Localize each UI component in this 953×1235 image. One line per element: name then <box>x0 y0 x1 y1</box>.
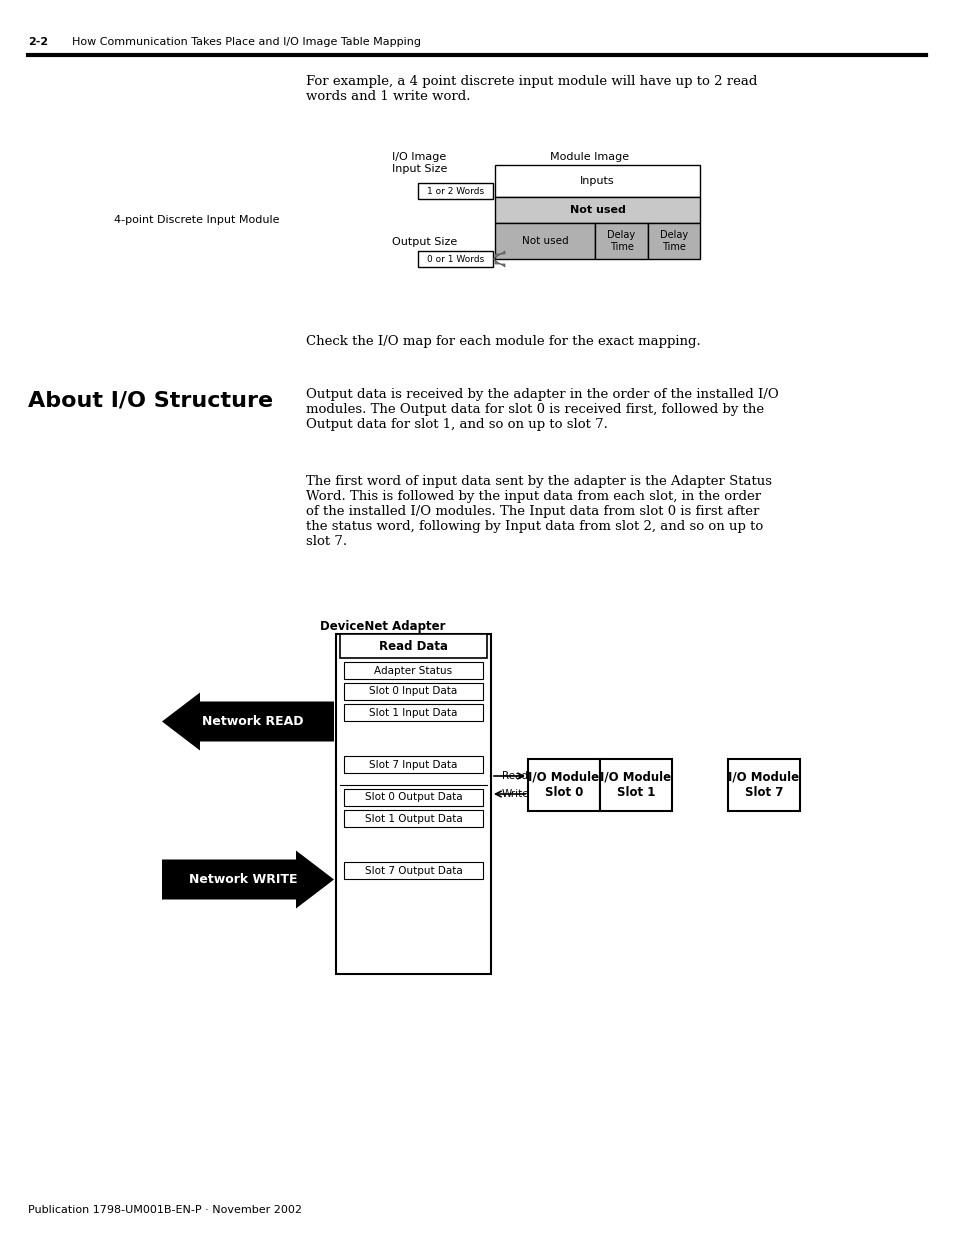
Text: Read Data: Read Data <box>378 640 448 652</box>
Text: Not used: Not used <box>569 205 625 215</box>
Text: About I/O Structure: About I/O Structure <box>28 390 273 410</box>
Text: Delay
Time: Delay Time <box>659 230 687 252</box>
FancyBboxPatch shape <box>495 198 700 224</box>
Text: Publication 1798-UM001B-EN-P · November 2002: Publication 1798-UM001B-EN-P · November … <box>28 1205 302 1215</box>
FancyBboxPatch shape <box>335 634 491 974</box>
FancyBboxPatch shape <box>495 165 700 198</box>
FancyBboxPatch shape <box>417 183 493 199</box>
Text: Write: Write <box>501 789 529 799</box>
Text: Slot 1 Input Data: Slot 1 Input Data <box>369 708 457 718</box>
FancyBboxPatch shape <box>599 760 671 811</box>
FancyBboxPatch shape <box>344 662 482 679</box>
Text: 2-2: 2-2 <box>28 37 48 47</box>
Text: The first word of input data sent by the adapter is the Adapter Status
Word. Thi: The first word of input data sent by the… <box>306 475 771 548</box>
FancyBboxPatch shape <box>527 760 599 811</box>
Text: Slot 1 Output Data: Slot 1 Output Data <box>364 814 462 824</box>
Text: Inputs: Inputs <box>579 177 614 186</box>
Text: Delay
Time: Delay Time <box>607 230 635 252</box>
FancyBboxPatch shape <box>344 810 482 827</box>
Text: I/O Module
Slot 1: I/O Module Slot 1 <box>599 771 671 799</box>
Text: I/O Image
Input Size: I/O Image Input Size <box>392 152 447 174</box>
Text: Output data is received by the adapter in the order of the installed I/O
modules: Output data is received by the adapter i… <box>306 388 778 431</box>
FancyBboxPatch shape <box>344 704 482 721</box>
Text: I/O Module
Slot 0: I/O Module Slot 0 <box>528 771 598 799</box>
FancyBboxPatch shape <box>495 224 595 259</box>
Text: Adapter Status: Adapter Status <box>374 666 452 676</box>
FancyBboxPatch shape <box>595 224 647 259</box>
Text: Slot 7 Input Data: Slot 7 Input Data <box>369 760 457 769</box>
Text: Slot 7 Output Data: Slot 7 Output Data <box>364 866 462 876</box>
Text: Network WRITE: Network WRITE <box>189 873 297 885</box>
Text: For example, a 4 point discrete input module will have up to 2 read
words and 1 : For example, a 4 point discrete input mo… <box>306 75 757 103</box>
Text: 1 or 2 Words: 1 or 2 Words <box>427 186 483 195</box>
FancyBboxPatch shape <box>344 683 482 700</box>
FancyBboxPatch shape <box>344 756 482 773</box>
Text: 0 or 1 Words: 0 or 1 Words <box>426 254 483 263</box>
FancyBboxPatch shape <box>727 760 800 811</box>
FancyBboxPatch shape <box>344 789 482 806</box>
Text: Read: Read <box>501 771 527 781</box>
Text: I/O Module
Slot 7: I/O Module Slot 7 <box>728 771 799 799</box>
Text: Module Image: Module Image <box>550 152 629 162</box>
Text: Output Size: Output Size <box>392 237 456 247</box>
Text: Network READ: Network READ <box>202 715 303 727</box>
Text: Slot 0 Input Data: Slot 0 Input Data <box>369 687 457 697</box>
Text: Check the I/O map for each module for the exact mapping.: Check the I/O map for each module for th… <box>306 335 700 348</box>
FancyArrow shape <box>162 693 334 751</box>
FancyArrow shape <box>493 251 504 267</box>
Text: How Communication Takes Place and I/O Image Table Mapping: How Communication Takes Place and I/O Im… <box>71 37 420 47</box>
FancyBboxPatch shape <box>339 634 486 658</box>
Text: DeviceNet Adapter: DeviceNet Adapter <box>320 620 445 634</box>
Text: 4-point Discrete Input Module: 4-point Discrete Input Module <box>114 215 280 225</box>
FancyBboxPatch shape <box>417 251 493 267</box>
Text: Slot 0 Output Data: Slot 0 Output Data <box>364 793 462 803</box>
FancyBboxPatch shape <box>344 862 482 879</box>
FancyArrow shape <box>162 851 334 909</box>
FancyBboxPatch shape <box>647 224 700 259</box>
Text: Not used: Not used <box>521 236 568 246</box>
